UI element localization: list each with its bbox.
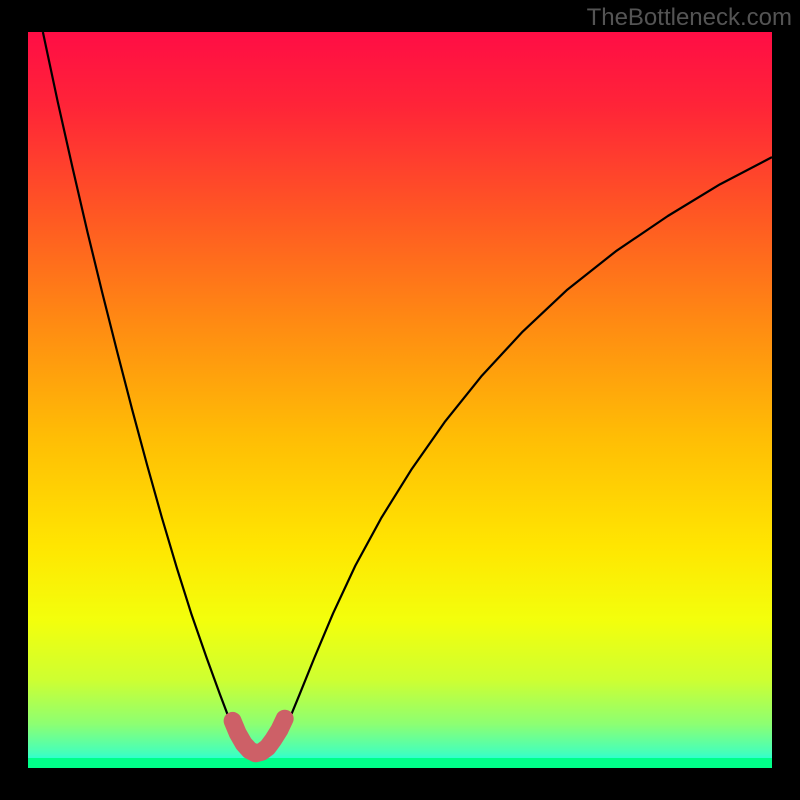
chart-svg — [0, 0, 800, 800]
chart-container: TheBottleneck.com — [0, 0, 800, 800]
gradient-background — [28, 32, 772, 768]
watermark-text: TheBottleneck.com — [587, 4, 792, 32]
bottom-strip — [28, 758, 772, 768]
